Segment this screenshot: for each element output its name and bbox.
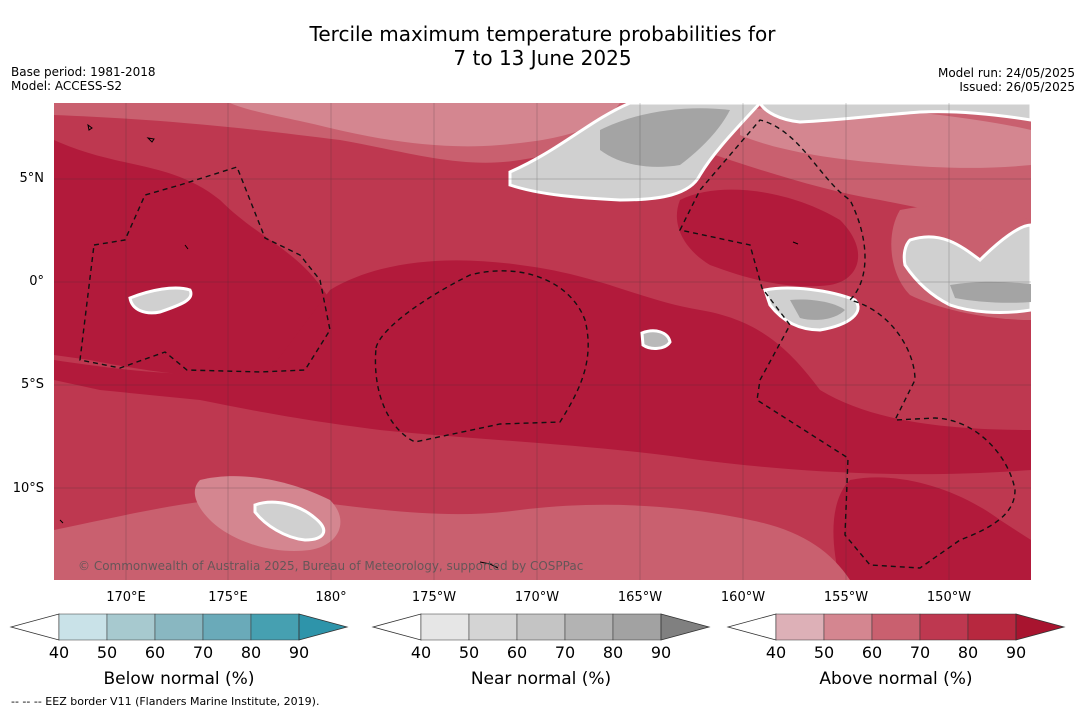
lon-label-155w: 155°W <box>823 590 869 605</box>
legend-near-tick: 40 <box>410 643 432 662</box>
islands <box>59 123 799 569</box>
legend-above-tick: 80 <box>957 643 979 662</box>
base-period: Base period: 1981-2018 <box>11 65 156 79</box>
eez-footnote: -- -- -- EEZ border V11 (Flanders Marine… <box>11 695 320 708</box>
above-90-region-east <box>676 189 859 287</box>
legend-near-tick: 80 <box>602 643 624 662</box>
lat-label-5s: 5°S <box>20 377 44 392</box>
issued-date: Issued: 26/05/2025 <box>959 80 1075 94</box>
legend-above-normal-label: Above normal (%) <box>819 669 973 689</box>
meta-left: Base period: 1981-2018 Model: ACCESS-S2 <box>11 65 156 93</box>
map-credit: © Commonwealth of Australia 2025, Bureau… <box>78 559 584 573</box>
meta-right: Model run: 24/05/2025 Issued: 26/05/2025 <box>938 66 1075 94</box>
model-name: Model: ACCESS-S2 <box>11 79 123 93</box>
legend-above-tick: 70 <box>909 643 931 662</box>
lat-label-5n: 5°N <box>19 171 45 186</box>
legend-below-tick: 40 <box>48 643 70 662</box>
lon-label-170w: 170°W <box>514 590 560 605</box>
lat-label-10s: 10°S <box>12 481 44 496</box>
lon-label-170e: 170°E <box>106 590 146 605</box>
above-90-region-west <box>54 140 332 377</box>
legend-above-tick: 60 <box>861 643 883 662</box>
lon-label-160w: 160°W <box>720 590 766 605</box>
title-line-2: 7 to 13 June 2025 <box>453 46 632 70</box>
lon-label-175e: 175°E <box>208 590 248 605</box>
legend-near-tick: 90 <box>650 643 672 662</box>
above-90-region-south <box>833 477 1031 580</box>
near-normal-south-patch <box>253 500 326 542</box>
legend-below-tick: 90 <box>288 643 310 662</box>
legend-above-tick: 40 <box>765 643 787 662</box>
legend-below-normal-label: Below normal (%) <box>103 669 255 689</box>
legend-near-tick: 60 <box>506 643 528 662</box>
near-normal-northeast-patch <box>758 103 1031 124</box>
legend-above-tick: 50 <box>813 643 835 662</box>
lon-label-165w: 165°W <box>617 590 663 605</box>
above-60-band-north <box>230 103 620 147</box>
legend-near-tick: 70 <box>554 643 576 662</box>
legend-above-tick: 90 <box>1005 643 1027 662</box>
legend-below-tick: 70 <box>192 643 214 662</box>
near-normal-east-core <box>950 281 1031 303</box>
lon-label-175w: 175°W <box>411 590 457 605</box>
eez-borders <box>79 119 1016 569</box>
lat-label-0: 0° <box>29 274 44 289</box>
above-90-region-central <box>54 260 1031 475</box>
near-normal-equator-core <box>790 299 845 320</box>
legend-near-tick: 50 <box>458 643 480 662</box>
legend-near-normal-label: Near normal (%) <box>470 669 612 689</box>
lon-label-150w: 150°W <box>926 590 972 605</box>
legend-below-normal <box>9 613 349 641</box>
legend-below-tick: 60 <box>144 643 166 662</box>
near-normal-small-patch <box>640 329 672 350</box>
probability-map <box>54 103 1031 580</box>
model-run: Model run: 24/05/2025 <box>937 66 1075 80</box>
title-line-1: Tercile maximum temperature probabilitie… <box>309 22 776 46</box>
legend-near-normal <box>371 613 711 641</box>
chart-title: Tercile maximum temperature probabilitie… <box>0 22 1085 70</box>
legend-above-normal <box>726 613 1066 641</box>
legend-below-tick: 80 <box>240 643 262 662</box>
legend-below-tick: 50 <box>96 643 118 662</box>
near-normal-north-core <box>600 108 730 167</box>
lon-label-180: 180° <box>315 590 347 605</box>
near-normal-west-patch <box>128 286 193 315</box>
